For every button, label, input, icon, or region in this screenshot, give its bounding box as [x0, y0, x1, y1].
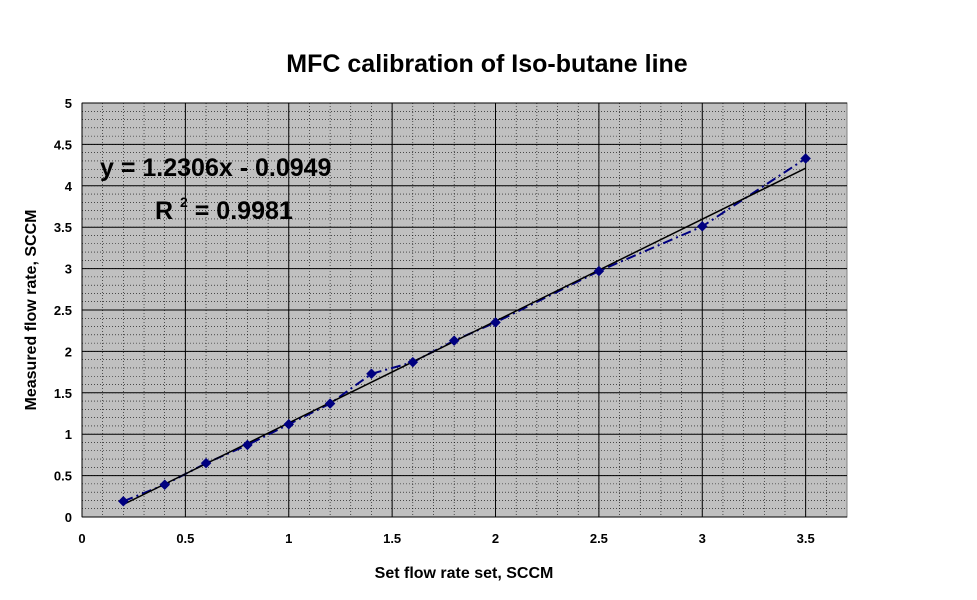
data-point: [200, 457, 212, 469]
y-tick-label: 4.5: [54, 137, 72, 152]
regression-equation: y = 1.2306x - 0.0949: [100, 154, 331, 182]
data-point: [696, 221, 708, 232]
r-squared-annotation: R 2 = 0.9981: [155, 185, 293, 225]
data-point: [490, 317, 501, 328]
x-tick-label: 2.5: [590, 531, 608, 546]
y-tick-label: 0: [65, 510, 72, 525]
y-tick-label: 0.5: [54, 469, 72, 484]
x-tick-label: 0.5: [176, 531, 194, 546]
x-tick-label: 0: [78, 531, 85, 546]
data-point: [283, 418, 295, 430]
data-point: [117, 495, 129, 507]
trendline: [123, 167, 806, 506]
y-tick-label: 2.5: [54, 303, 72, 318]
x-tick-label: 1.5: [383, 531, 401, 546]
data-point: [159, 479, 171, 491]
major-gridlines: [81, 102, 847, 518]
chart-title: MFC calibration of Iso-butane line: [286, 50, 688, 78]
r-squared-superscript: 2: [180, 194, 188, 210]
x-axis-ticks: 0 0.5 1 1.5 2 2.5 3 3.5: [78, 531, 814, 546]
r-squared-prefix: R: [155, 197, 173, 225]
r-squared-value: = 0.9981: [195, 197, 293, 225]
y-tick-label: 4: [65, 179, 73, 194]
data-point: [593, 265, 605, 277]
trendline-group: [123, 167, 806, 506]
y-tick-label: 1: [65, 427, 72, 442]
data-point: [242, 439, 253, 451]
x-tick-label: 2: [492, 531, 499, 546]
y-tick-label: 3.5: [54, 220, 72, 235]
x-tick-label: 1: [285, 531, 292, 546]
data-markers: [117, 153, 812, 507]
data-point: [448, 335, 460, 346]
x-tick-label: 3.5: [797, 531, 815, 546]
data-point: [407, 356, 419, 368]
y-axis-label: Measured flow rate, SCCM: [23, 210, 40, 411]
data-point: [324, 398, 336, 409]
y-axis-ticks: 0 0.5 1 1.5 2 2.5 3 3.5 4 4.5 5: [54, 96, 73, 525]
y-tick-label: 5: [65, 96, 72, 111]
x-tick-label: 3: [699, 531, 706, 546]
y-tick-label: 3: [65, 262, 72, 277]
data-point: [366, 368, 377, 380]
y-tick-label: 1.5: [54, 386, 72, 401]
data-point: [800, 153, 812, 164]
x-axis-label: Set flow rate set, SCCM: [375, 565, 554, 582]
y-tick-label: 2: [65, 344, 72, 359]
